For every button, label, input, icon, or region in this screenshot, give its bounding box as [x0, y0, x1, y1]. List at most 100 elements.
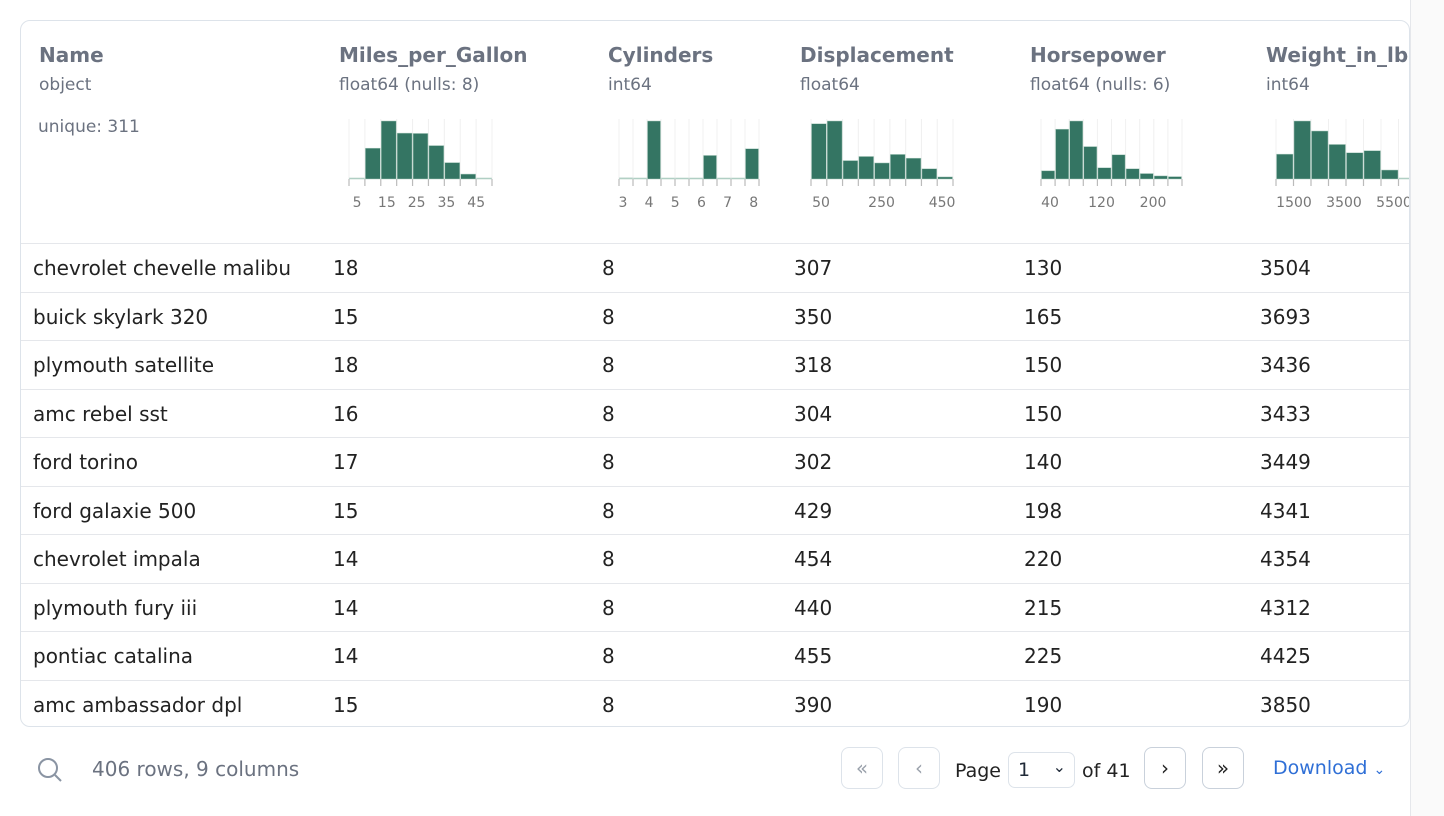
histogram-cylinders: 3 4 5 6 7 8: [618, 119, 760, 211]
histogram-bar: [1276, 153, 1294, 180]
histogram-bar: [1154, 175, 1168, 180]
histogram-bar: [633, 177, 647, 180]
chevron-down-icon: ⌄: [1373, 762, 1386, 778]
cell-miles_per_gallon: 14: [333, 644, 359, 668]
histogram-bar: [1041, 170, 1055, 180]
histogram-bar: [1069, 120, 1084, 180]
column-name: Name: [39, 43, 104, 67]
histogram-bar: [811, 123, 827, 180]
cell-horsepower: 220: [1024, 547, 1063, 571]
tick-label: 4: [645, 195, 654, 211]
cell-horsepower: 150: [1024, 401, 1063, 426]
tick-label: 5500: [1376, 195, 1410, 211]
scrollbar[interactable]: [1410, 0, 1444, 816]
page-select[interactable]: 1 ⌄: [1008, 752, 1075, 788]
table-row[interactable]: amc rebel sst 16 8 304 150 3433: [21, 390, 1409, 438]
column-header-horsepower[interactable]: Horsepower float64 (nulls: 6): [1030, 43, 1170, 95]
histogram-bar: [396, 132, 413, 180]
tick-label: 50: [812, 195, 830, 211]
tick-label: 120: [1088, 195, 1115, 211]
cell-cylinders: 8: [602, 595, 615, 620]
histogram-bar: [1097, 167, 1112, 180]
histogram-bar: [921, 168, 937, 180]
table-row[interactable]: chevrolet chevelle malibu 18 8 307 130 3504: [21, 244, 1409, 293]
row-count: 406 rows, 9 columns: [92, 757, 300, 781]
cell-weight_in_lbs: 4341: [1260, 498, 1311, 523]
table-row[interactable]: pontiac catalina 14 8 455 225 4425: [21, 632, 1409, 681]
cell-displacement: 455: [794, 644, 833, 668]
cell-displacement: 440: [794, 595, 833, 620]
cell-cylinders: 8: [602, 692, 615, 717]
search-icon[interactable]: [36, 756, 64, 784]
column-header-cylinders[interactable]: Cylinders int64: [608, 43, 713, 95]
histogram-bar: [874, 162, 890, 180]
column-dtype: float64: [800, 75, 954, 95]
column-dtype: int64: [608, 75, 713, 95]
column-header-weight_in_lbs[interactable]: Weight_in_lbs int64: [1266, 43, 1409, 95]
cell-name: plymouth fury iii: [33, 595, 198, 620]
cell-displacement: 390: [794, 692, 833, 717]
histogram-bar: [1311, 130, 1329, 180]
histogram-bar: [703, 155, 717, 180]
cell-horsepower: 198: [1024, 498, 1063, 523]
page-label: Page: [955, 760, 1001, 782]
table-row[interactable]: buick skylark 320 15 8 350 165 3693: [21, 293, 1409, 341]
histogram-bar: [937, 176, 953, 180]
download-label: Download: [1273, 757, 1368, 779]
column-dtype: float64 (nulls: 6): [1030, 75, 1170, 95]
cell-name: ford torino: [33, 450, 138, 474]
double-chevron-right-icon: »: [1216, 756, 1230, 780]
histogram-bar: [1125, 168, 1140, 180]
column-header-name[interactable]: Name object: [39, 43, 104, 95]
histogram-bar: [1293, 120, 1311, 180]
chevron-left-icon: ‹: [915, 756, 923, 780]
cell-miles_per_gallon: 15: [333, 498, 359, 523]
histogram-bar: [460, 173, 476, 180]
first-page-button[interactable]: «: [841, 747, 883, 789]
tick-label: 35: [438, 195, 456, 211]
cell-miles_per_gallon: 15: [333, 304, 359, 329]
cell-cylinders: 8: [602, 547, 615, 571]
histogram-bar: [675, 177, 689, 180]
histogram-bar: [647, 120, 661, 180]
download-button[interactable]: Download ⌄: [1273, 757, 1385, 779]
table-row[interactable]: amc ambassador dpl 15 8 390 190 3850: [21, 681, 1409, 727]
tick-label: 7: [723, 195, 732, 211]
histogram-weight_in_lbs: 1500 3500 5500: [1275, 119, 1410, 211]
last-page-button[interactable]: »: [1202, 747, 1244, 789]
tick-label: 6: [697, 195, 706, 211]
cell-name: plymouth satellite: [33, 353, 214, 377]
tick-label: 45: [467, 195, 485, 211]
histogram-bar: [1363, 150, 1381, 180]
histogram-bar: [1111, 154, 1126, 180]
column-header-miles_per_gallon[interactable]: Miles_per_Gallon float64 (nulls: 8): [339, 43, 527, 95]
histogram-displacement: 50 250 450: [810, 119, 955, 211]
cell-cylinders: 8: [602, 644, 615, 668]
column-header-displacement[interactable]: Displacement float64: [800, 43, 954, 95]
histogram-miles_per_gallon: 5 15 25 35 45: [348, 119, 493, 211]
table-footer: 406 rows, 9 columns « ‹ Page 1 ⌄ of 41 › …: [0, 740, 1410, 800]
cell-cylinders: 8: [602, 498, 615, 523]
cell-miles_per_gallon: 15: [333, 692, 359, 717]
cell-horsepower: 140: [1024, 450, 1063, 474]
cell-horsepower: 215: [1024, 595, 1063, 620]
table-row[interactable]: plymouth fury iii 14 8 440 215 4312: [21, 584, 1409, 632]
table-row[interactable]: ford torino 17 8 302 140 3449: [21, 438, 1409, 487]
dtype-label: float64: [339, 75, 399, 95]
table-row[interactable]: chevrolet impala 14 8 454 220 4354: [21, 535, 1409, 584]
histogram-bar: [1328, 144, 1346, 180]
table-header: Name object unique: 311 Miles_per_Gallon f…: [21, 21, 1410, 244]
page-select-value: 1: [1018, 759, 1031, 781]
cell-miles_per_gallon: 17: [333, 450, 359, 474]
data-table: Name object unique: 311 Miles_per_Gallon f…: [20, 20, 1410, 727]
table-row[interactable]: ford galaxie 500 15 8 429 198 4341: [21, 487, 1409, 535]
next-page-button[interactable]: ›: [1144, 747, 1186, 789]
histogram-bar: [858, 156, 874, 180]
cell-cylinders: 8: [602, 450, 615, 474]
column-name: Cylinders: [608, 43, 714, 67]
prev-page-button[interactable]: ‹: [898, 747, 940, 789]
chevron-down-icon: ⌄: [1052, 757, 1066, 776]
table-row[interactable]: plymouth satellite 18 8 318 150 3436: [21, 341, 1409, 390]
cell-miles_per_gallon: 14: [333, 595, 359, 620]
cell-weight_in_lbs: 3449: [1260, 450, 1311, 474]
